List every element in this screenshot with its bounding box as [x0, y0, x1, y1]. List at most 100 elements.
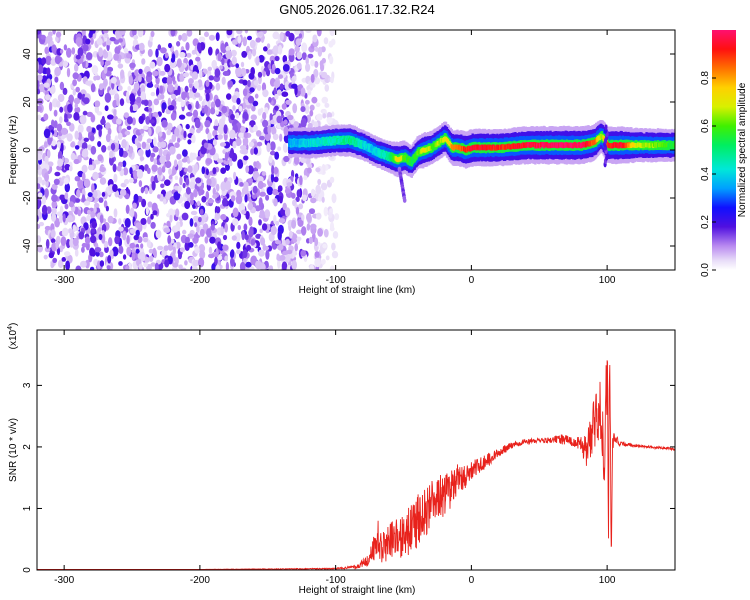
spectrogram-noise-cell [118, 245, 124, 254]
spectrogram-noise-cell [99, 214, 104, 224]
spectrogram-noise-cell [140, 186, 145, 194]
spectrogram-noise-cell [151, 180, 156, 191]
spectrogram-noise-cell [62, 87, 68, 95]
spectrogram-noise-cell [219, 65, 223, 70]
spectrogram-noise-cell [148, 248, 154, 254]
spectrogram-noise-cell [310, 197, 317, 204]
spectrogram-noise-cell [173, 191, 181, 201]
spectrogram-noise-cell [44, 225, 51, 231]
spectrogram-noise-cell [138, 115, 144, 125]
spectrogram-noise-cell [249, 39, 256, 49]
spectrogram-noise-cell [167, 97, 172, 108]
spectrogram-noise-cell [258, 54, 265, 63]
spectrogram-noise-cell [214, 256, 218, 266]
spectrogram-noise-cell [48, 101, 53, 112]
spectrogram-noise-cell [160, 93, 165, 100]
spectrogram-noise-cell [237, 159, 244, 169]
spectrogram-noise-cell [105, 133, 111, 143]
spectrogram-noise-cell [315, 184, 322, 195]
spectrogram-noise-cell [114, 135, 119, 144]
spectrogram-noise-cell [51, 242, 57, 252]
spectrogram-noise-cell [161, 77, 168, 84]
spectrogram-noise-cell [117, 63, 124, 69]
spectrogram-noise-cell [113, 53, 119, 61]
spectrogram-noise-cell [109, 89, 116, 96]
spectrogram-noise-cell [282, 64, 290, 72]
spectrogram-noise-cell [193, 265, 198, 270]
spectrogram-noise-cell [188, 91, 194, 99]
spectrogram-noise-cell [218, 118, 225, 128]
spectrogram-noise-cell [179, 169, 184, 177]
spectrogram-noise-cell [101, 191, 106, 197]
spectrogram-noise-cell [255, 37, 261, 43]
snr-ytick-label: 0 [22, 567, 33, 573]
spectrogram-noise-cell [91, 227, 96, 234]
spectrogram-noise-cell [122, 160, 127, 168]
spectrogram-noise-cell [314, 60, 319, 68]
spectrogram-noise-cell [238, 105, 243, 112]
spectrogram-noise-cell [112, 163, 117, 173]
spectrogram-noise-cell [308, 236, 313, 244]
spectrogram-noise-cell [262, 245, 270, 251]
spectrogram-noise-cell [174, 142, 180, 148]
spectrogram-noise-cell [293, 156, 300, 165]
spectrogram-noise-cell [159, 85, 164, 94]
spectrogram-noise-cell [75, 86, 80, 93]
spectrogram-noise-cell [66, 67, 71, 78]
spectrogram-noise-cell [118, 38, 123, 43]
spectrogram-noise-cell [249, 266, 255, 270]
spectrogram-noise-cell [308, 208, 316, 215]
spectrogram-noise-cell [254, 93, 259, 99]
spectrogram-noise-cell [200, 214, 206, 223]
spectrogram-noise-cell [307, 53, 314, 59]
spectrogram-noise-cell [160, 141, 167, 149]
spectrogram-noise-cell [191, 49, 196, 55]
spectrogram-noise-cell [81, 148, 89, 158]
spectrogram-noise-cell [120, 69, 125, 79]
spectrogram-noise-cell [212, 167, 217, 175]
spectrogram-noise-cell [81, 246, 85, 253]
spectrogram-noise-cell [97, 154, 103, 162]
spectrogram-noise-cell [138, 263, 143, 270]
spectrogram-noise-cell [66, 133, 73, 142]
spectrogram-noise-cell [55, 36, 59, 42]
spectrogram-noise-cell [113, 208, 118, 218]
spectrogram-noise-cell [59, 106, 64, 113]
spectrogram-noise-cell [141, 58, 146, 65]
spectrogram-noise-cell [83, 97, 90, 105]
spectrogram-noise-cell [228, 161, 233, 167]
spectrogram-noise-cell [282, 202, 287, 211]
spectrogram-noise-cell [146, 71, 153, 77]
spectrogram-noise-cell [332, 231, 339, 239]
spectrogram-noise-cell [334, 213, 340, 221]
spectrogram-noise-cell [203, 142, 209, 149]
spectrogram-noise-cell [99, 166, 106, 173]
spectrogram-noise-cell [185, 111, 193, 117]
spectrogram-noise-cell [113, 109, 117, 117]
spectrogram-noise-cell [310, 59, 315, 67]
spectrogram-noise-cell [65, 260, 70, 270]
spectrogram-noise-cell [150, 213, 154, 220]
spectrogram-noise-cell [270, 172, 275, 183]
spectrogram-noise-cell [44, 155, 49, 164]
spectrogram-noise-cell [245, 261, 252, 268]
spectrogram-noise-cell [116, 165, 122, 172]
spectrogram-noise-cell [199, 228, 205, 237]
spectrogram-noise-cell [104, 92, 112, 103]
spectrogram-noise-cell [262, 89, 269, 98]
spectrogram-noise-cell [149, 255, 154, 262]
spectrogram-noise-cell [37, 235, 42, 244]
spectrogram-noise-cell [44, 246, 51, 253]
colorbar-gradient [712, 30, 736, 270]
spectrogram-noise-cell [305, 30, 312, 34]
spectrogram-noise-cell [143, 261, 149, 268]
spectrogram-noise-cell [330, 76, 334, 84]
spectrogram-noise-cell [160, 47, 167, 54]
spectrogram-noise-cell [225, 112, 229, 118]
spectrogram-noise-cell [98, 83, 104, 91]
spectrogram-noise-cell [94, 105, 100, 114]
spectrogram-noise-cell [325, 255, 330, 261]
spectrogram-noise-cell [189, 218, 194, 227]
spectrogram-noise-cell [310, 223, 317, 230]
spectrogram-noise-cell [192, 38, 199, 47]
